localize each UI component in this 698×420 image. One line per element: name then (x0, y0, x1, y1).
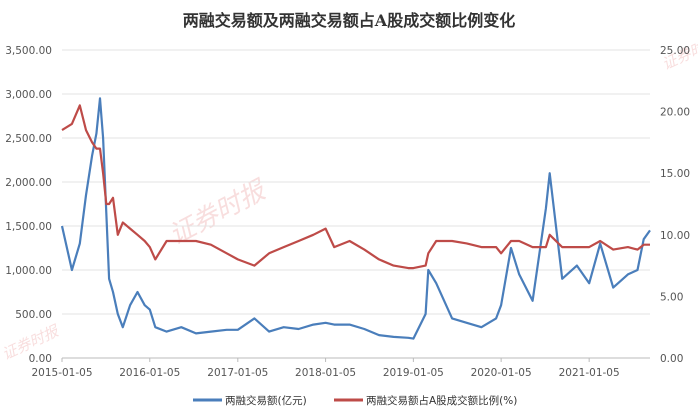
legend-item-amount[interactable]: 两融交易额(亿元) (193, 394, 307, 407)
x-tick-label: 2019-01-05 (383, 367, 444, 379)
series-lines (60, 97, 651, 340)
series-line-ratio (61, 104, 650, 270)
y-left-tick-label: 0.00 (29, 353, 52, 365)
axes (61, 357, 650, 362)
y-left-tick-label: 3,000.00 (5, 89, 52, 101)
y-left-tick-label: 500.00 (15, 309, 52, 321)
x-tick-label: 2018-01-05 (295, 367, 356, 379)
y-right-tick-label: 0.00 (660, 353, 683, 365)
y-axis-left-labels: 0.00 500.00 1,000.00 1,500.00 2,000.00 2,500.… (5, 45, 52, 365)
y-right-tick-label: 25.00 (660, 45, 690, 57)
y-axis-right-labels: 0.00 5.00 10.00 15.00 20.00 25.00 (660, 45, 690, 365)
y-right-tick-label: 10.00 (660, 230, 690, 242)
series-line-amount (60, 97, 651, 340)
y-right-tick-label: 20.00 (660, 107, 690, 119)
gridlines (62, 49, 650, 359)
y-left-tick-label: 3,500.00 (5, 45, 52, 57)
y-right-tick-label: 5.00 (660, 291, 683, 303)
x-tick-label: 2021-01-05 (559, 367, 620, 379)
x-axis-labels: 2015-01-05 2016-01-05 2017-01-05 2018-01-05… (31, 367, 619, 379)
x-tick-label: 2020-01-05 (471, 367, 532, 379)
y-right-tick-label: 15.00 (660, 168, 690, 180)
y-left-tick-label: 2,000.00 (5, 177, 52, 189)
y-left-tick-label: 2,500.00 (5, 133, 52, 145)
chart-title: 两融交易额及两融交易额占A股成交额比例变化 (183, 11, 515, 30)
x-tick-label: 2017-01-05 (207, 367, 268, 379)
legend: 两融交易额(亿元) 两融交易额占A股成交额比例(%) (193, 394, 517, 407)
legend-item-ratio[interactable]: 两融交易额占A股成交额比例(%) (334, 394, 517, 407)
legend-label-ratio: 两融交易额占A股成交额比例(%) (366, 394, 517, 407)
x-tick-label: 2015-01-05 (31, 367, 92, 379)
y-left-tick-label: 1,500.00 (5, 221, 52, 233)
legend-label-amount: 两融交易额(亿元) (225, 394, 307, 407)
x-tick-label: 2016-01-05 (119, 367, 180, 379)
watermark-center: 证券时报 (164, 174, 273, 251)
y-left-tick-label: 1,000.00 (5, 265, 52, 277)
